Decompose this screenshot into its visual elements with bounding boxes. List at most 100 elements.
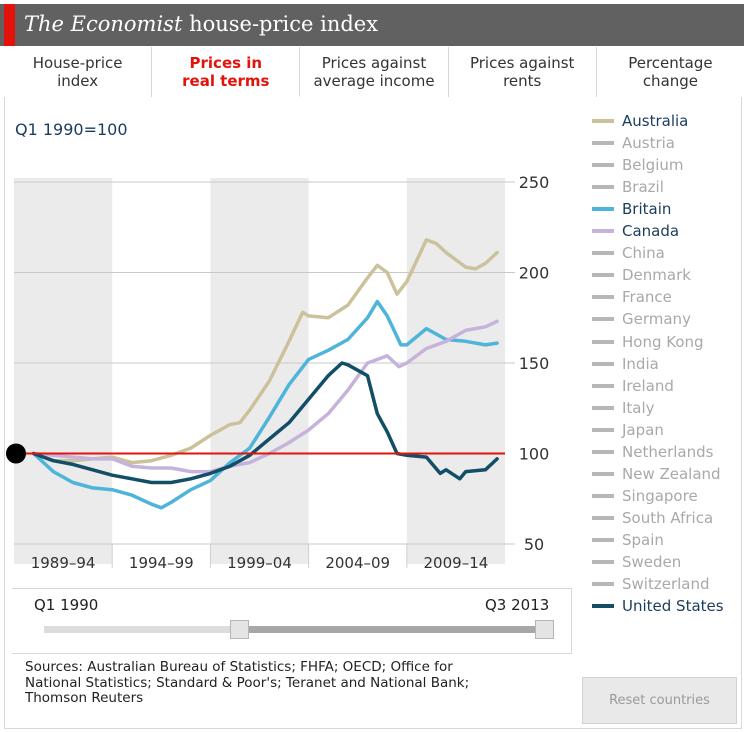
title-bar: The Economist house-price index [0, 4, 744, 46]
x-period-label: 1994–99 [129, 554, 194, 572]
legend-swatch [592, 537, 614, 542]
legend-item-china[interactable]: China [592, 242, 742, 264]
legend-swatch [592, 361, 614, 366]
legend-item-britain[interactable]: Britain [592, 198, 742, 220]
tab-real-terms[interactable]: Prices in real terms [152, 47, 301, 97]
legend-item-sweden[interactable]: Sweden [592, 551, 742, 573]
legend-item-canada[interactable]: Canada [592, 220, 742, 242]
y-tick-label: 100 [519, 445, 550, 464]
x-period-label: 1989–94 [31, 554, 96, 572]
chart-panel [4, 97, 742, 729]
legend-item-india[interactable]: India [592, 353, 742, 375]
legend-label: China [622, 244, 665, 263]
legend-swatch [592, 185, 614, 190]
tab-percentage-change[interactable]: Percentage change [596, 47, 744, 97]
legend-swatch [592, 560, 614, 564]
series-line-australia [31, 238, 499, 465]
legend-item-hong-kong[interactable]: Hong Kong [592, 331, 742, 353]
legend-swatch [592, 207, 614, 212]
legend-swatch [592, 604, 614, 609]
legend-label: Britain [622, 200, 672, 219]
legend-label: India [622, 354, 659, 373]
legend-item-netherlands[interactable]: Netherlands [592, 441, 742, 463]
legend-swatch [592, 339, 614, 344]
period-band [14, 178, 113, 564]
legend-item-ireland[interactable]: Ireland [592, 375, 742, 397]
legend-item-south-africa[interactable]: South Africa [592, 507, 742, 529]
legend-item-australia[interactable]: Australia [592, 110, 742, 132]
y-tick-label: 150 [519, 354, 550, 373]
title-publication: The Economist [24, 12, 183, 36]
legend-item-japan[interactable]: Japan [592, 419, 742, 441]
legend-label: Hong Kong [622, 332, 704, 351]
legend-label: Australia [622, 112, 689, 130]
legend-item-switzerland[interactable]: Switzerland [592, 573, 742, 595]
tab-against-rents[interactable]: Prices against rents [448, 47, 597, 97]
legend-swatch [592, 317, 614, 322]
y-tick-label: 250 [519, 173, 550, 192]
legend-swatch [592, 471, 614, 476]
tab-house-price-index[interactable]: House-price index [4, 47, 153, 97]
y-tick-label: 50 [524, 535, 544, 554]
legend-swatch [592, 229, 614, 234]
view-tabs: House-price index Prices in real terms P… [4, 47, 744, 97]
legend-swatch [592, 163, 614, 168]
legend-swatch [592, 119, 614, 123]
y-tick-label: 200 [519, 264, 550, 283]
legend-item-new-zealand[interactable]: New Zealand [592, 463, 742, 485]
legend-item-united-states[interactable]: United States [592, 595, 742, 617]
legend-swatch [592, 515, 614, 520]
legend-label: France [622, 288, 672, 307]
legend-label: Spain [622, 530, 664, 549]
legend-label: Ireland [622, 376, 674, 395]
legend-item-france[interactable]: France [592, 286, 742, 308]
legend-label: Denmark [622, 266, 691, 285]
legend-swatch [592, 449, 614, 454]
legend-item-belgium[interactable]: Belgium [592, 154, 742, 176]
legend-item-brazil[interactable]: Brazil [592, 176, 742, 198]
legend-label: Switzerland [622, 575, 710, 594]
period-band [210, 178, 309, 564]
legend-item-singapore[interactable]: Singapore [592, 485, 742, 507]
legend-swatch [592, 405, 614, 410]
legend-item-denmark[interactable]: Denmark [592, 264, 742, 286]
series-line-britain [31, 299, 499, 510]
legend-swatch [592, 295, 614, 300]
legend-label: United States [622, 597, 724, 616]
series-line-united-states [31, 361, 499, 485]
slider-start-handle[interactable] [230, 620, 249, 639]
tab-against-income[interactable]: Prices against average income [300, 47, 449, 97]
slider-end-label: Q3 2013 [485, 596, 550, 614]
legend-label: Germany [622, 310, 691, 329]
legend-label: Netherlands [622, 442, 714, 461]
legend-item-italy[interactable]: Italy [592, 397, 742, 419]
legend-swatch [592, 582, 614, 587]
legend-label: Italy [622, 398, 655, 417]
legend-item-germany[interactable]: Germany [592, 308, 742, 330]
slider-track-inactive [44, 626, 240, 633]
legend-swatch [592, 251, 614, 256]
period-band [406, 178, 505, 564]
title-rest: house-price index [182, 12, 379, 36]
legend-swatch [592, 493, 614, 498]
legend-swatch [592, 273, 614, 278]
legend-label: Japan [622, 420, 664, 439]
legend-item-austria[interactable]: Austria [592, 132, 742, 154]
slider-start-label: Q1 1990 [34, 596, 99, 614]
x-period-label: 1999–04 [227, 554, 292, 572]
legend-item-spain[interactable]: Spain [592, 529, 742, 551]
legend-swatch [592, 427, 614, 432]
index-basis-label: Q1 1990=100 [15, 120, 128, 139]
slider-end-handle[interactable] [535, 620, 554, 639]
date-range-slider [12, 588, 572, 654]
legend-swatch [592, 141, 614, 146]
legend-label: New Zealand [622, 464, 721, 483]
legend-label: South Africa [622, 508, 714, 527]
x-period-label: 2004–09 [325, 554, 390, 572]
reset-countries-button[interactable]: Reset countries [582, 677, 737, 724]
legend-label: Brazil [622, 178, 664, 197]
legend-swatch [592, 383, 614, 388]
series-line-canada [31, 319, 499, 474]
legend-label: Canada [622, 222, 680, 241]
slider-track-active[interactable] [240, 626, 548, 633]
